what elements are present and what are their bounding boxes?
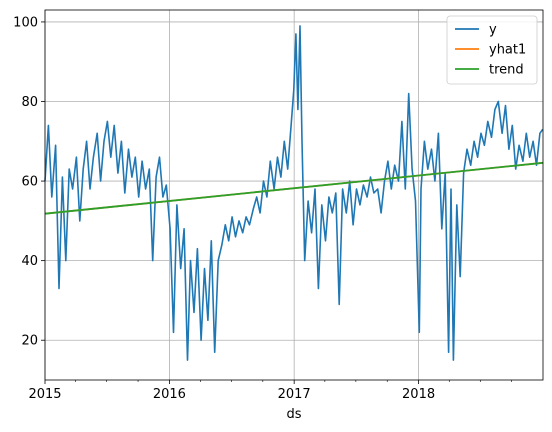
legend-label-y: y <box>489 23 497 38</box>
legend-box <box>446 15 538 85</box>
legend-label-trend: trend <box>489 63 524 78</box>
series-trend-line <box>44 161 544 215</box>
x-tick-label: 2017 <box>278 387 311 402</box>
legend-label-yhat1: yhat1 <box>489 43 526 58</box>
y-tick-label: 20 <box>21 334 38 349</box>
y-tick-label: 60 <box>21 175 38 190</box>
legend: y yhat1 trend <box>446 15 538 85</box>
y-tick-label: 100 <box>13 15 38 30</box>
x-axis: 2015 2016 2017 2018 <box>28 380 512 402</box>
series-y-line <box>44 25 544 361</box>
x-tick-label: 2018 <box>402 387 435 402</box>
y-tick-label: 80 <box>21 95 38 110</box>
y-axis: 20 40 60 80 100 <box>13 15 45 349</box>
x-tick-label: 2015 <box>28 387 61 402</box>
x-tick-label: 2016 <box>153 387 186 402</box>
x-axis-label: ds <box>286 407 301 422</box>
series-lines <box>44 25 544 361</box>
y-tick-label: 40 <box>21 254 38 269</box>
